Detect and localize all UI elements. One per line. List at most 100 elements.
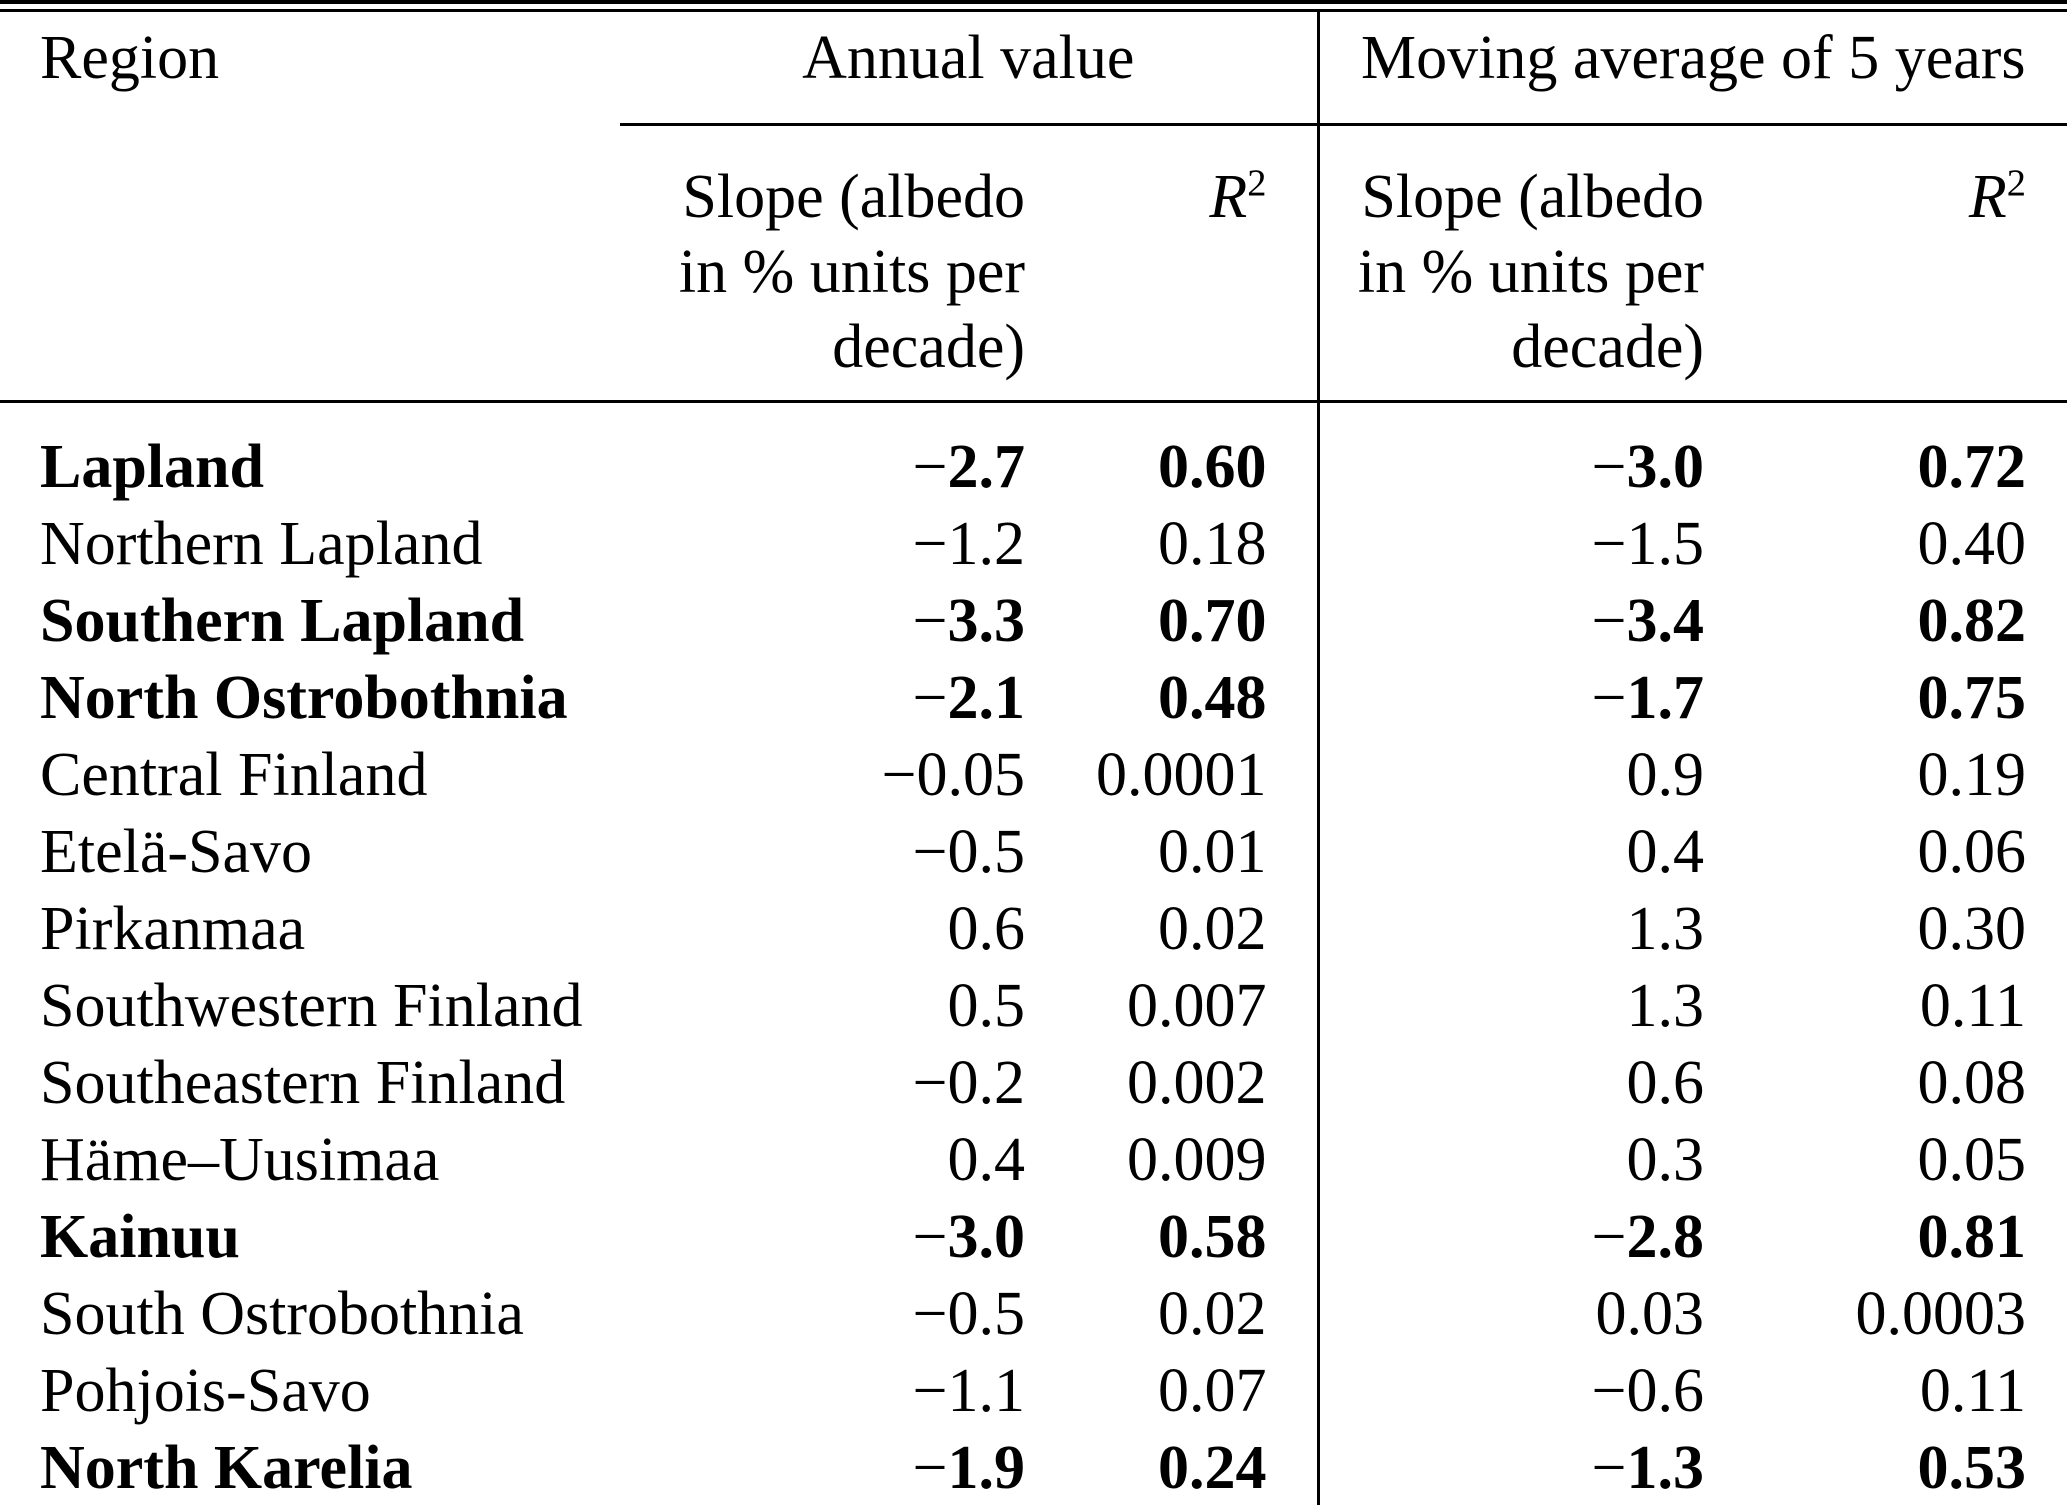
annual-r2-cell: 0.007 (1127, 972, 1267, 1040)
table-row: Lapland −2.7 0.60 −3.0 0.72 (0, 401, 2067, 506)
annual-r2-cell: 0.48 (1158, 664, 1267, 732)
table-row: North Karelia −1.9 0.24 −1.3 0.53 (0, 1430, 2067, 1505)
r-symbol: R (1209, 163, 1248, 231)
annual-r2-cell: 0.60 (1158, 433, 1267, 501)
ma-slope-cell: −1.7 (1316, 660, 1710, 737)
ma-r2-cell: 0.75 (1917, 664, 2027, 732)
ma-r2-cell: 0.08 (1917, 1049, 2027, 1117)
annual-r2-cell: 0.01 (1158, 818, 1267, 886)
ma-r2-cell: 0.30 (1917, 895, 2027, 963)
top-rule-outer (0, 0, 2067, 4)
top-rule-inner (0, 9, 2067, 12)
table-row: Southeastern Finland −0.2 0.002 0.6 0.08 (0, 1045, 2067, 1122)
ma-r2-cell: 0.11 (1919, 1357, 2027, 1425)
annual-r2-cell: 0.02 (1158, 895, 1267, 963)
ma-slope-cell: 0.4 (1316, 814, 1710, 891)
ma-slope-cell: 0.9 (1316, 737, 1710, 814)
annual-r2-cell: 0.002 (1127, 1049, 1267, 1117)
albedo-data-table: Region Annual value Moving average of 5 … (0, 12, 2067, 1505)
ma-r2-cell: 0.11 (1919, 972, 2027, 1040)
region-cell: North Karelia (40, 1434, 413, 1502)
annual-slope-cell: −0.05 (881, 741, 1025, 809)
annual-slope-column-header: Slope (albedo in % units per decade) (620, 124, 1030, 403)
region-cell: Central Finland (40, 741, 428, 809)
r-symbol: R (1968, 163, 2007, 231)
ma-r2-cell: 0.53 (1917, 1434, 2027, 1502)
group-header-row: Region Annual value Moving average of 5 … (0, 12, 2067, 126)
annual-slope-cell: 0.6 (947, 895, 1026, 963)
ma-slope-cell: −1.5 (1316, 506, 1710, 583)
annual-slope-cell: −1.9 (912, 1434, 1025, 1502)
ma-r2-cell: 0.81 (1917, 1203, 2027, 1271)
top-rule-gap (0, 4, 2067, 9)
annual-slope-cell: −0.5 (912, 1280, 1025, 1348)
table-row: Kainuu −3.0 0.58 −2.8 0.81 (0, 1199, 2067, 1276)
table-row: Etelä-Savo −0.5 0.01 0.4 0.06 (0, 814, 2067, 891)
region-cell: South Ostrobothnia (40, 1280, 524, 1348)
region-cell: Southwestern Finland (40, 972, 583, 1040)
annual-r2-cell: 0.58 (1158, 1203, 1267, 1271)
table-row: Southern Lapland −3.3 0.70 −3.4 0.82 (0, 583, 2067, 660)
ma-r2-cell: 0.0003 (1855, 1280, 2027, 1348)
column-header-row: Slope (albedo in % units per decade) R2 … (0, 124, 2067, 403)
table-body: Lapland −2.7 0.60 −3.0 0.72 Northern Lapland −… (0, 401, 2067, 1505)
region-cell: Southeastern Finland (40, 1049, 566, 1117)
annual-value-group-header: Annual value (620, 12, 1318, 126)
ma-r2-cell: 0.05 (1917, 1126, 2027, 1194)
ma-r2-cell: 0.19 (1917, 741, 2027, 809)
ma-slope-cell: −3.0 (1316, 401, 1710, 506)
annual-slope-cell: −2.7 (912, 433, 1025, 501)
annual-slope-cell: −3.0 (912, 1203, 1025, 1271)
table-row: North Ostrobothnia −2.1 0.48 −1.7 0.75 (0, 660, 2067, 737)
annual-slope-cell: −1.2 (912, 510, 1025, 578)
table-row: Central Finland −0.05 0.0001 0.9 0.19 (0, 737, 2067, 814)
annual-slope-cell: 0.5 (947, 972, 1026, 1040)
ma-r2-cell: 0.40 (1917, 510, 2027, 578)
region-cell: North Ostrobothnia (40, 664, 568, 732)
table-row: Southwestern Finland 0.5 0.007 1.3 0.11 (0, 968, 2067, 1045)
r2-exponent: 2 (2006, 162, 2027, 205)
region-column-header: Region (40, 24, 220, 92)
table-row: South Ostrobothnia −0.5 0.02 0.03 0.0003 (0, 1276, 2067, 1353)
table-row: Pirkanmaa 0.6 0.02 1.3 0.30 (0, 891, 2067, 968)
ma-slope-cell: 1.3 (1316, 968, 1710, 1045)
annual-slope-cell: −0.5 (912, 818, 1025, 886)
region-cell: Lapland (40, 433, 265, 501)
annual-slope-cell: −2.1 (912, 664, 1025, 732)
ma-slope-cell: 0.6 (1316, 1045, 1710, 1122)
empty-header-cell (0, 124, 620, 403)
annual-r2-cell: 0.07 (1158, 1357, 1267, 1425)
ma-r2-cell: 0.72 (1917, 433, 2027, 501)
region-cell: Häme–Uusimaa (40, 1126, 440, 1194)
annual-r2-cell: 0.24 (1158, 1434, 1267, 1502)
ma-slope-cell: 0.03 (1316, 1276, 1710, 1353)
annual-r2-cell: 0.70 (1158, 587, 1267, 655)
annual-r2-cell: 0.009 (1127, 1126, 1267, 1194)
region-cell: Pirkanmaa (40, 895, 306, 963)
annual-slope-cell: −1.1 (912, 1357, 1025, 1425)
moving-average-group-header: Moving average of 5 years (1316, 12, 2067, 126)
annual-slope-cell: 0.4 (947, 1126, 1026, 1194)
ma-slope-cell: −0.6 (1316, 1353, 1710, 1430)
annual-r2-column-header: R2 (1030, 124, 1318, 403)
annual-slope-cell: −0.2 (912, 1049, 1025, 1117)
region-cell: Southern Lapland (40, 587, 525, 655)
ma-slope-cell: −3.4 (1316, 583, 1710, 660)
annual-r2-cell: 0.02 (1158, 1280, 1267, 1348)
ma-r2-cell: 0.06 (1917, 818, 2027, 886)
ma-slope-cell: −2.8 (1316, 1199, 1710, 1276)
region-cell: Pohjois-Savo (40, 1357, 371, 1425)
ma-slope-cell: −1.3 (1316, 1430, 1710, 1505)
table-row: Pohjois-Savo −1.1 0.07 −0.6 0.11 (0, 1353, 2067, 1430)
annual-slope-cell: −3.3 (912, 587, 1025, 655)
r2-exponent: 2 (1247, 162, 1267, 205)
ma-slope-column-header: Slope (albedo in % units per decade) (1316, 124, 1710, 403)
region-cell: Kainuu (40, 1203, 240, 1271)
ma-slope-cell: 1.3 (1316, 891, 1710, 968)
annual-r2-cell: 0.0001 (1096, 741, 1267, 809)
ma-slope-cell: 0.3 (1316, 1122, 1710, 1199)
table-row: Northern Lapland −1.2 0.18 −1.5 0.40 (0, 506, 2067, 583)
region-cell: Etelä-Savo (40, 818, 313, 886)
region-cell: Northern Lapland (40, 510, 483, 578)
